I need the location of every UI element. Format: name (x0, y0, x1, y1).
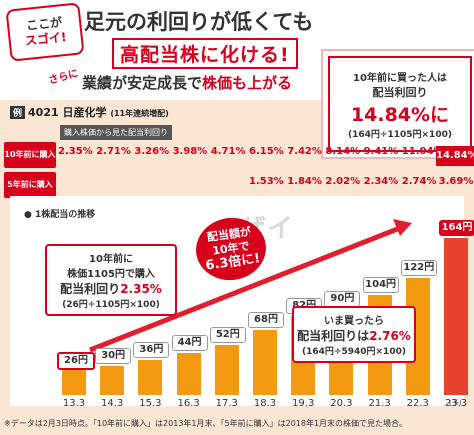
bar-value-label: 164円 (439, 219, 474, 236)
yield-cell: 3.26% (134, 146, 170, 157)
footnote: ※データは2月3日時点。「10年前に購入」は2013年1月末、「5年前に購入」は… (4, 419, 408, 428)
note-left: 10年前に 株価1105円で購入 配当利回り2.35% (26円÷1105円×1… (45, 244, 177, 316)
chart-title: ● 1株配当の推移 (24, 210, 96, 220)
bar-value-label: 44円 (171, 334, 208, 351)
headline-emphasis: 高配当株に化ける! (112, 38, 298, 69)
bar-16.3 (176, 352, 201, 395)
x-tick-label: 14.3 (101, 398, 124, 409)
company-sub: (11年連続増配) (110, 109, 169, 118)
bar-value-label: 36円 (133, 342, 170, 359)
note-left-line1: 10年前に (89, 254, 133, 265)
bar-14.3 (100, 366, 125, 395)
x-tick-label: 17.3 (215, 398, 238, 409)
note-left-yield-label: 配当利回り (60, 282, 121, 296)
note-left-line4: (26円÷1105円×100) (62, 300, 160, 310)
bar-value-label: 122円 (400, 260, 437, 277)
bar-value-label: 68円 (248, 311, 284, 328)
bar-18.3 (253, 329, 277, 395)
top-callout: 10年前に買った人は 配当利回り 14.84%に (164円÷1105円×100… (328, 56, 472, 152)
yield-table-header: 購入株価から見た配当利回り (60, 125, 172, 140)
x-tick-label: 21.3 (368, 398, 391, 409)
forecast-mark: (予) (449, 399, 462, 407)
headline-sub-b: 株価も上がる (202, 74, 293, 92)
x-tick-label: 15.3 (139, 398, 162, 409)
yield-cell: 4.71% (210, 146, 246, 157)
bar-15.3 (138, 360, 163, 395)
company-label: 例 4021 日産化学 (11年連続増配) (10, 104, 169, 120)
top-callout-line2: 配当利回り (372, 85, 428, 99)
headline-main: 足元の利回りが低くても (84, 10, 314, 34)
yield-cell: 2.71% (96, 146, 131, 157)
x-tick-label: 19.3 (292, 398, 315, 409)
chart-title-text: 1株配当の推移 (35, 210, 96, 220)
yield-cell: 14.84% (436, 146, 474, 166)
yield-cell: 9.41% (363, 146, 399, 157)
note-right-line1: いま買ったら (324, 316, 384, 327)
top-callout-line3: 14.84%に (350, 103, 450, 126)
yield-cell: 1.84% (287, 176, 322, 187)
yield-cell: 6.15% (249, 146, 284, 157)
bar-value-label: 26円 (57, 352, 95, 371)
x-tick-label: 23.3 (444, 398, 468, 409)
headline-sub: 業績が安定成長で株価も上がる (82, 72, 292, 93)
note-right-yield: 2.76% (369, 329, 411, 343)
yield-cell: 7.42% (287, 146, 322, 157)
yield-cell: 11.04% (401, 146, 444, 157)
yield-cell: 8.14% (325, 146, 361, 157)
company-name: 4021 日産化学 (28, 106, 107, 119)
row-label-10y: 10年前に購入 (4, 142, 56, 168)
yield-cell: 1.53% (249, 176, 284, 187)
yield-cell: 3.98% (172, 146, 208, 157)
bar-value-label: 104円 (362, 277, 399, 294)
headline-sub-a: 業績が安定成長で (82, 74, 203, 92)
bar-13.3 (62, 370, 86, 395)
bar-value-label: 52円 (209, 327, 246, 344)
top-callout-line1: 10年前に買った人は (353, 72, 447, 84)
x-tick-label: 18.3 (253, 398, 277, 409)
bar-value-label: 30円 (95, 348, 132, 365)
yield-cell: 2.34% (363, 176, 399, 187)
top-callout-line4: (164円÷1105円×100) (348, 129, 452, 140)
note-right-line3: (164円÷5940円×100) (302, 347, 406, 357)
note-left-line2: 株価1105円で購入 (67, 269, 155, 280)
note-right-line2: 配当利回りは2.76% (297, 327, 411, 344)
note-right-yield-label: 配当利回りは (297, 329, 370, 343)
x-tick-label: 13.3 (62, 398, 86, 409)
bar-23.3 (444, 237, 468, 395)
note-left-yield: 2.35% (120, 282, 162, 296)
yield-cell: 3.69% (438, 176, 474, 187)
x-tick-label: 22.3 (406, 398, 429, 409)
note-left-line3: 配当利回り2.35% (50, 280, 172, 297)
bar-value-label: 90円 (324, 290, 361, 307)
note-right: いま買ったら 配当利回りは2.76% (164円÷5940円×100) (292, 306, 416, 363)
x-tick-label: 16.3 (177, 398, 200, 409)
row-label-5y: 5年前に購入 (4, 172, 56, 198)
yield-cell: 2.35% (58, 146, 93, 157)
x-tick-label: 20.3 (330, 398, 353, 409)
yield-cell: 2.02% (325, 176, 361, 187)
example-tag: 例 (10, 106, 26, 119)
bar-17.3 (214, 345, 239, 395)
yield-cell: 2.74% (401, 176, 437, 187)
